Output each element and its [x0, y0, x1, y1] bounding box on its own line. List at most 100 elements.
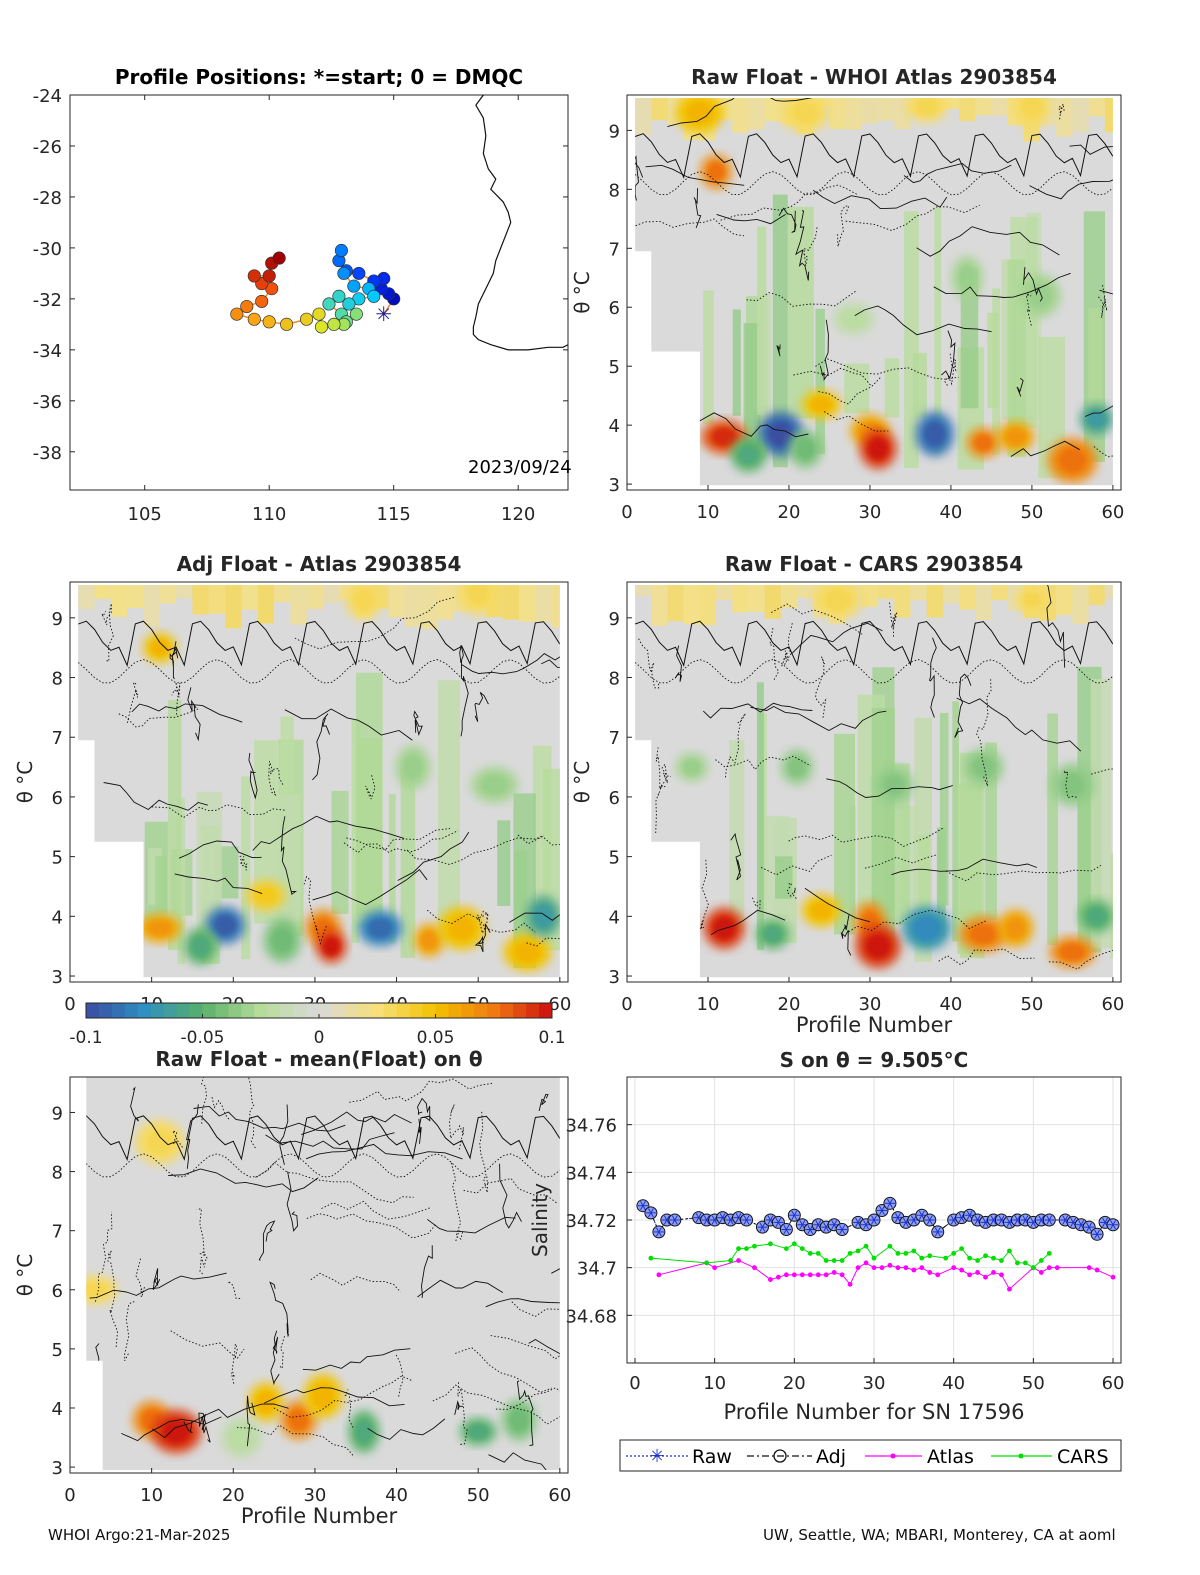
colorbar-swatch [306, 1003, 320, 1018]
heatmap-top-band [878, 584, 895, 599]
contour-line [170, 1330, 245, 1360]
contour-line [413, 710, 423, 737]
contour-line [417, 1279, 504, 1298]
cars-point [704, 1260, 710, 1266]
heatmap-top-band [257, 584, 275, 624]
atlas-point [736, 1258, 741, 1263]
atlas-point [712, 1265, 718, 1271]
contour-line [944, 353, 957, 386]
raw-point [695, 1213, 702, 1223]
heatmap-top-band [910, 584, 927, 601]
heatmap-blob-core [1005, 428, 1026, 446]
atlas-point [863, 1260, 869, 1266]
heatmap-streak [1047, 713, 1058, 946]
heatmap-top-band [502, 584, 520, 620]
atlas-point [975, 1270, 980, 1275]
contour-line [1044, 584, 1066, 668]
heatmap-blob-core [796, 438, 815, 460]
cars-point [919, 1255, 925, 1261]
contour-line [509, 899, 560, 923]
atlas-point [783, 1272, 789, 1278]
colorbar-swatch [448, 1003, 462, 1018]
raw-point [855, 1217, 861, 1227]
heatmap-top-band [748, 97, 765, 130]
x-tick-label: 0 [629, 1373, 640, 1394]
cars-point [1046, 1250, 1052, 1256]
contour-line [528, 1338, 560, 1365]
atlas-point [791, 1272, 797, 1278]
heatmap-streak [732, 309, 741, 416]
cars-point [736, 1246, 741, 1251]
heatmap-blob-core [865, 934, 891, 959]
colorbar-swatch [241, 1003, 255, 1018]
heatmap-blob-core [481, 775, 508, 795]
x-tick-label: 60 [1102, 1373, 1125, 1394]
heatmap-blob-core [842, 310, 865, 328]
heatmap-blob-core [683, 759, 701, 775]
contour-line [815, 656, 827, 718]
heatmap-top-band [290, 584, 307, 625]
cars-point [823, 1258, 829, 1263]
contour-line [397, 831, 470, 881]
contour-line [118, 707, 200, 728]
dot-marker-icon [1018, 1453, 1024, 1459]
colorbar-swatch [86, 1003, 100, 1018]
x-axis-label: Profile Number [241, 1504, 398, 1528]
contour-line [427, 1216, 516, 1234]
contour-line [941, 330, 956, 380]
heatmap-streak [1110, 853, 1113, 959]
y-tick-label: 4 [52, 1399, 63, 1420]
atlas-point [1038, 1270, 1044, 1275]
cars-point [1022, 1260, 1028, 1266]
raw-point [719, 1213, 726, 1223]
contour-line [124, 1301, 136, 1362]
heatmap-content [635, 584, 1113, 978]
contour-line [344, 1389, 354, 1428]
colorbar-tick-label: 0.1 [538, 1028, 565, 1048]
heatmap-top-band [748, 584, 765, 612]
cars-point [895, 1250, 901, 1256]
map-y-tick-label: -36 [33, 392, 62, 413]
raw-point [863, 1220, 869, 1230]
plot-frame [626, 94, 1122, 491]
x-tick-label: 30 [858, 502, 881, 523]
heatmap-streak [497, 820, 511, 906]
heatmap-blob-core [312, 1384, 334, 1409]
heatmap-blob-core [768, 422, 794, 446]
colorbar-swatch [293, 1003, 307, 1018]
asterisk-icon: ✳ [649, 1446, 664, 1467]
atlas-point [999, 1272, 1004, 1278]
track-point [347, 279, 361, 293]
heatmap-top-band [861, 584, 879, 607]
map-x-tick-label: 105 [128, 504, 162, 525]
contour-line [321, 1200, 431, 1220]
colorbar-swatch [228, 1003, 242, 1018]
y-tick-label: 3 [52, 1458, 63, 1479]
colorbar-tick-label: -0.1 [69, 1028, 102, 1048]
heatmap-top-band [683, 584, 700, 625]
raw-point [703, 1215, 710, 1225]
y-tick-label: 5 [609, 848, 620, 869]
contour-line [1025, 293, 1032, 326]
raw-point [887, 1198, 893, 1208]
contour-line [258, 1220, 276, 1261]
raw-point [743, 1215, 750, 1225]
raw-point [831, 1220, 838, 1230]
track-point [272, 251, 286, 265]
contour-line [720, 184, 859, 221]
heatmap-adj-atlas: Adj Float - Atlas 2903854010203040506034… [13, 552, 571, 1015]
y-tick-label: 9 [52, 609, 63, 630]
atlas-point [887, 1262, 893, 1268]
contour-line [635, 155, 644, 201]
colorbar-swatch [344, 1003, 359, 1018]
heatmap-blob-core [214, 915, 236, 936]
raw-point [791, 1210, 798, 1220]
heatmap-blob-core [915, 98, 938, 116]
x-tick-label: 40 [385, 1485, 408, 1506]
contour-line [455, 1347, 552, 1393]
x-tick-label: 20 [778, 994, 801, 1015]
heatmap-blob-core [1021, 97, 1043, 119]
cars-point [855, 1248, 861, 1254]
heatmap-streak [815, 308, 825, 455]
heatmap-top-band [388, 584, 405, 618]
